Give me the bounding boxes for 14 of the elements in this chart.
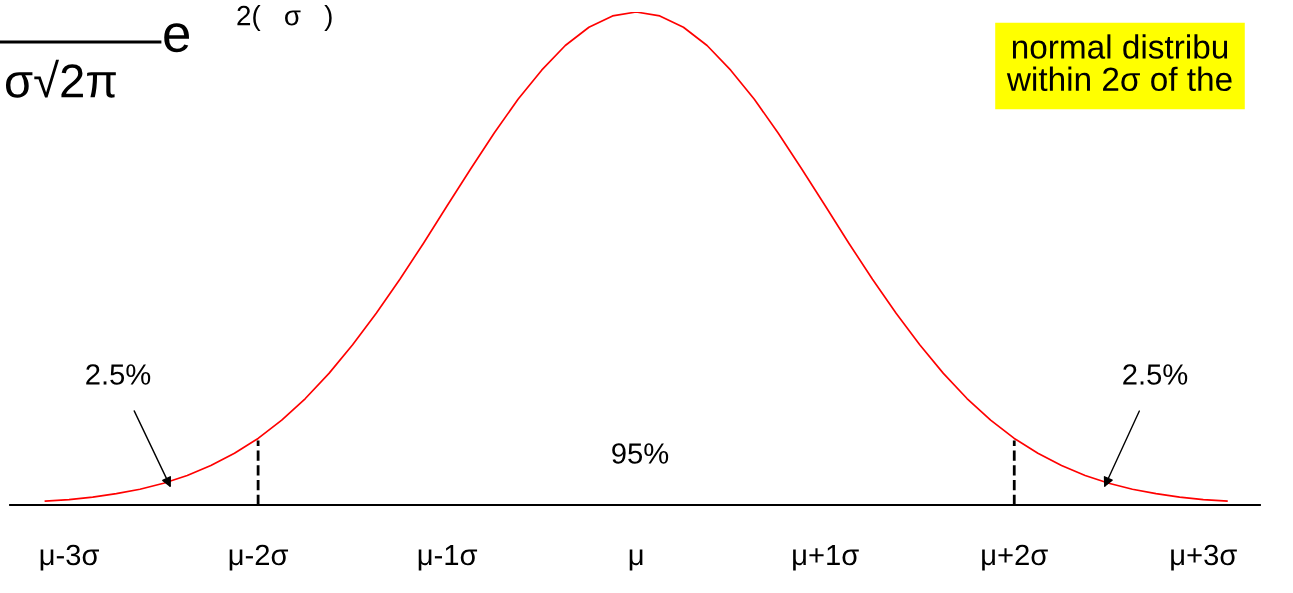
x-tick-label: μ+1σ bbox=[793, 544, 859, 571]
annotation: 95% bbox=[612, 443, 669, 464]
annotation: normal distribu within 2σ of the bbox=[1006, 34, 1232, 92]
x-tick-label: μ-1σ bbox=[418, 544, 478, 571]
annotation: σ√2π bbox=[5, 59, 116, 98]
annotation: e bbox=[164, 23, 190, 53]
x-tick-label: μ+2σ bbox=[982, 544, 1048, 571]
x-tick-label: μ-3σ bbox=[40, 544, 99, 571]
x-tick-label: μ+3σ bbox=[1171, 544, 1237, 571]
annotation: 2( σ ) bbox=[237, 5, 332, 31]
x-tick-label: μ bbox=[629, 549, 643, 571]
annotation: 2.5% bbox=[86, 364, 151, 385]
annotation: 2.5% bbox=[1123, 364, 1188, 385]
x-tick-label: μ-2σ bbox=[229, 544, 289, 571]
